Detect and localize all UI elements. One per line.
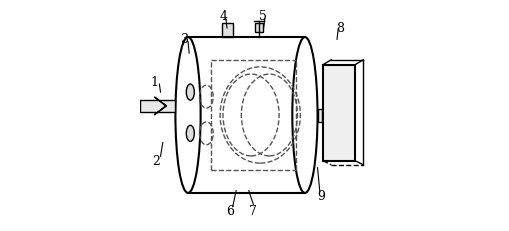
FancyBboxPatch shape (323, 65, 355, 161)
Text: 4: 4 (219, 10, 228, 23)
FancyBboxPatch shape (318, 110, 322, 122)
Text: 3: 3 (181, 33, 189, 46)
Text: 7: 7 (249, 204, 257, 217)
Text: 9: 9 (317, 189, 325, 202)
Text: 6: 6 (227, 204, 235, 217)
FancyBboxPatch shape (140, 100, 176, 113)
FancyBboxPatch shape (222, 24, 233, 38)
Ellipse shape (186, 126, 194, 142)
FancyBboxPatch shape (255, 24, 263, 33)
Text: 8: 8 (336, 22, 345, 35)
Ellipse shape (186, 85, 194, 101)
Text: 1: 1 (151, 76, 159, 89)
Text: 2: 2 (152, 155, 160, 168)
Text: 5: 5 (259, 10, 266, 23)
